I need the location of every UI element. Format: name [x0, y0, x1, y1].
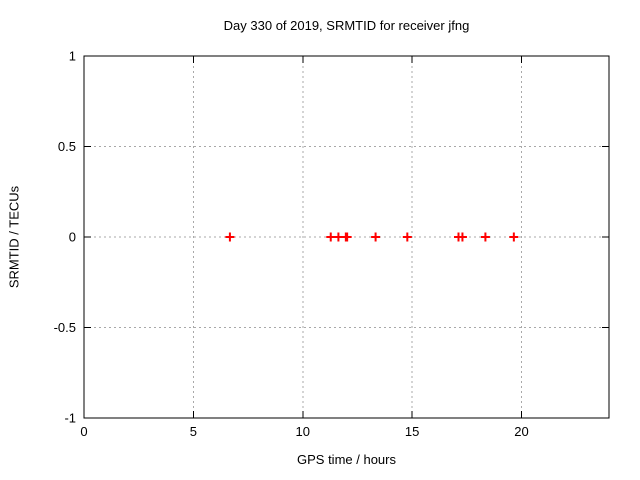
data-point-marker	[457, 232, 467, 242]
x-tick-label: 15	[405, 424, 419, 439]
x-tick-label: 10	[296, 424, 310, 439]
x-axis-label: GPS time / hours	[297, 452, 396, 467]
x-tick-label: 0	[80, 424, 87, 439]
data-point-marker	[480, 232, 490, 242]
data-point-marker	[342, 232, 352, 242]
y-tick-label: -1	[64, 411, 76, 426]
x-tick-label: 20	[514, 424, 528, 439]
chart-title: Day 330 of 2019, SRMTID for receiver jfn…	[223, 18, 470, 33]
y-tick-label: 0.5	[58, 139, 76, 154]
data-point-marker	[402, 232, 412, 242]
y-tick-label: 0	[69, 230, 76, 245]
y-tick-label: 1	[69, 49, 76, 64]
data-point-marker	[326, 232, 336, 242]
x-tick-label: 5	[190, 424, 197, 439]
data-point-marker	[509, 232, 519, 242]
data-point-marker	[225, 232, 235, 242]
y-tick-label: -0.5	[54, 320, 76, 335]
data-point-marker	[371, 232, 381, 242]
